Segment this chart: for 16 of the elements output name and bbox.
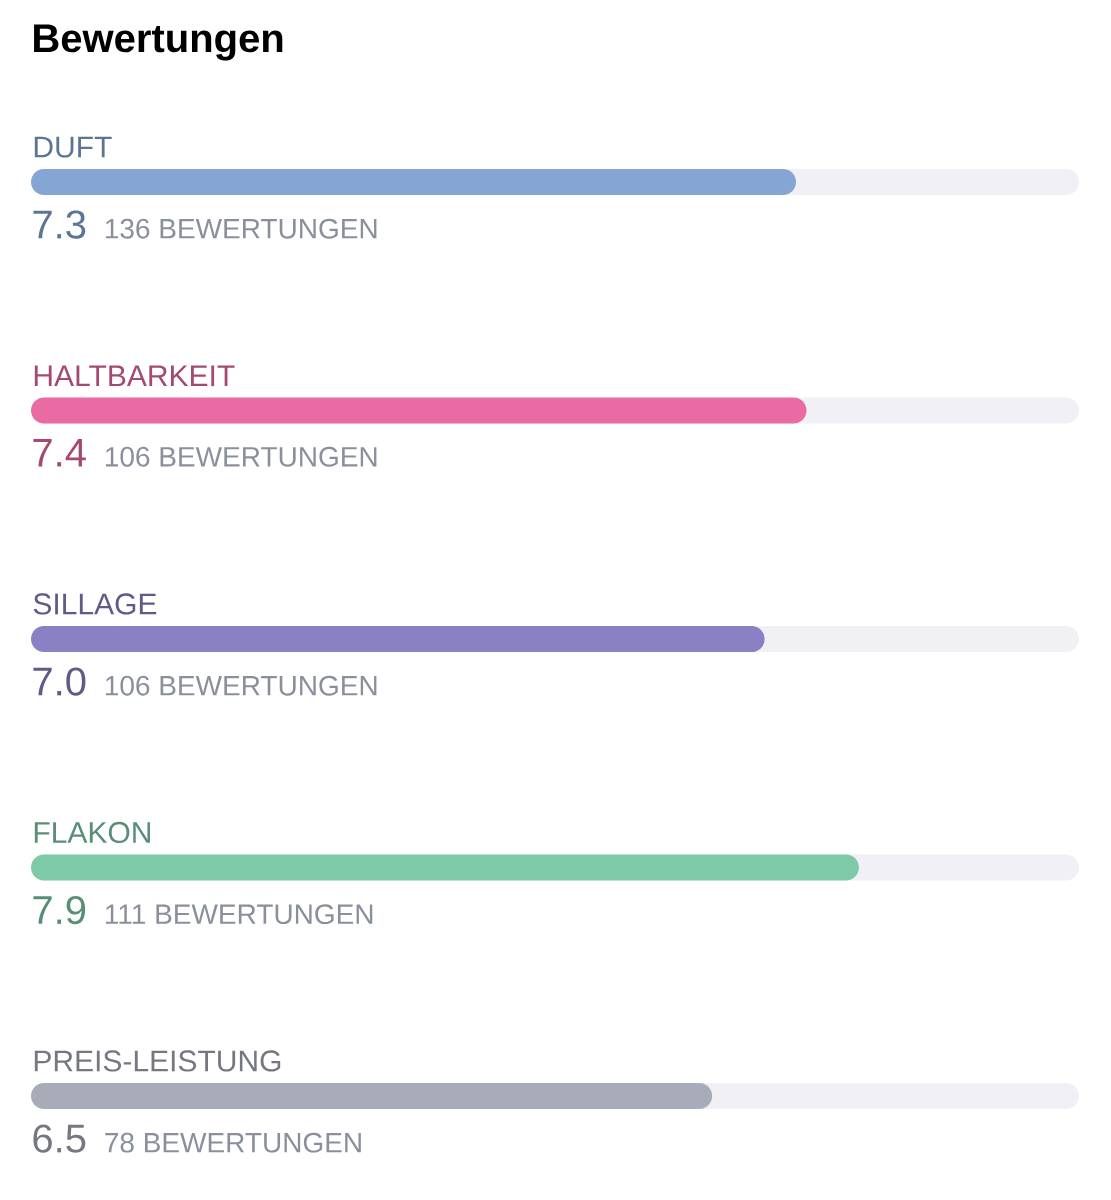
y-tick-label: PREIS-LEISTUNG	[34, 1050, 281, 1072]
data-label: 7.3	[33, 210, 86, 239]
data-label: 7.9	[33, 895, 86, 925]
data-label: 7.0	[33, 667, 86, 696]
annotation: 136 BEWERTUNGEN	[105, 218, 377, 239]
annotation: 111 BEWERTUNGEN	[105, 904, 373, 925]
data-label: 7.4	[33, 438, 86, 467]
annotation: 78 BEWERTUNGEN	[105, 1132, 361, 1153]
y-tick-label: HALTBARKEIT	[34, 365, 235, 387]
annotation: 106 BEWERTUNGEN	[105, 446, 377, 467]
annotation: 106 BEWERTUNGEN	[105, 675, 377, 696]
y-tick-label: FLAKON	[34, 821, 150, 844]
y-tick-label: SILLAGE	[33, 593, 157, 615]
chart-title: Bewertungen	[34, 24, 283, 61]
data-label: 6.5	[33, 1124, 86, 1153]
y-tick-label: DUFT	[34, 136, 112, 158]
